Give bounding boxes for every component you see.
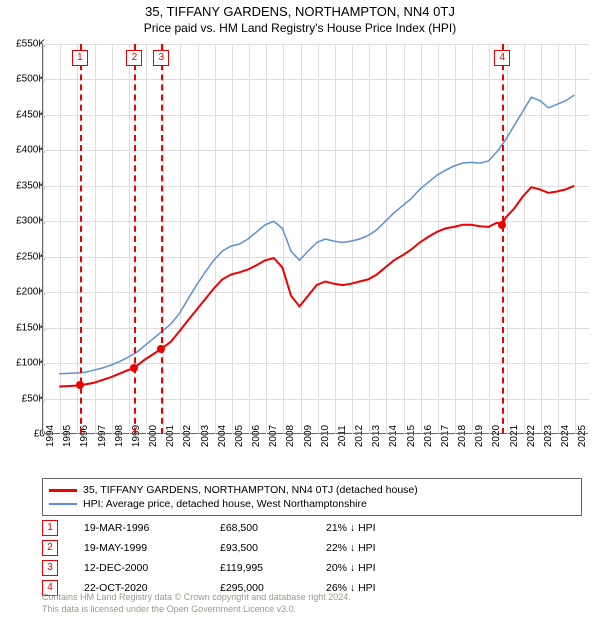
legend: 35, TIFFANY GARDENS, NORTHAMPTON, NN4 0T… (42, 478, 582, 516)
chart-container: 35, TIFFANY GARDENS, NORTHAMPTON, NN4 0T… (0, 0, 600, 620)
sale-point-dot (76, 381, 84, 389)
marker-badge: 4 (494, 50, 510, 66)
marker-line (502, 44, 505, 434)
sale-point-dot (130, 364, 138, 372)
sales-row-price: £68,500 (220, 522, 310, 534)
y-tick-label: £550K (16, 39, 45, 50)
y-tick-label: £350K (16, 180, 45, 191)
y-tick-label: £500K (16, 74, 45, 85)
sales-row-badge: 1 (42, 520, 58, 536)
marker-line (80, 44, 83, 434)
marker-line (161, 44, 164, 434)
sales-row: 2 19-MAY-1999 £93,500 22% ↓ HPI (42, 538, 582, 558)
legend-swatch-hpi (49, 503, 77, 505)
sales-row-date: 19-MAY-1999 (84, 542, 204, 554)
sales-row-pct: 22% ↓ HPI (326, 542, 436, 554)
y-tick-label: £100K (16, 358, 45, 369)
footer-line2: This data is licensed under the Open Gov… (42, 604, 351, 616)
plot-area: 1 23 4 (42, 44, 588, 434)
sales-row-badge: 2 (42, 540, 58, 556)
sales-row: 3 12-DEC-2000 £119,995 20% ↓ HPI (42, 558, 582, 578)
footer-line1: Contains HM Land Registry data © Crown c… (42, 592, 351, 604)
y-tick-label: £150K (16, 322, 45, 333)
marker-badge: 2 (126, 50, 142, 66)
marker-badge: 3 (153, 50, 169, 66)
legend-label-hpi: HPI: Average price, detached house, West… (83, 498, 367, 510)
footer-attribution: Contains HM Land Registry data © Crown c… (42, 592, 351, 615)
sale-point-dot (498, 221, 506, 229)
sale-point-dot (157, 345, 165, 353)
sales-row: 1 19-MAR-1996 £68,500 21% ↓ HPI (42, 518, 582, 538)
y-tick-label: £400K (16, 145, 45, 156)
legend-label-property: 35, TIFFANY GARDENS, NORTHAMPTON, NN4 0T… (83, 484, 418, 496)
chart-subtitle: Price paid vs. HM Land Registry's House … (0, 19, 600, 39)
marker-line (134, 44, 137, 434)
legend-item-hpi: HPI: Average price, detached house, West… (49, 497, 575, 511)
sales-row-price: £119,995 (220, 562, 310, 574)
sales-row-price: £93,500 (220, 542, 310, 554)
sales-row-pct: 20% ↓ HPI (326, 562, 436, 574)
y-tick-label: £450K (16, 109, 45, 120)
sales-row-date: 12-DEC-2000 (84, 562, 204, 574)
y-tick-label: £200K (16, 287, 45, 298)
marker-badge: 1 (72, 50, 88, 66)
y-tick-label: £250K (16, 251, 45, 262)
sales-row-pct: 21% ↓ HPI (326, 522, 436, 534)
y-tick-label: £300K (16, 216, 45, 227)
chart-title: 35, TIFFANY GARDENS, NORTHAMPTON, NN4 0T… (0, 0, 600, 19)
legend-swatch-property (49, 489, 77, 492)
line-series-svg (42, 44, 588, 434)
sales-row-date: 19-MAR-1996 (84, 522, 204, 534)
sales-row-badge: 3 (42, 560, 58, 576)
legend-item-property: 35, TIFFANY GARDENS, NORTHAMPTON, NN4 0T… (49, 483, 575, 497)
sales-table: 1 19-MAR-1996 £68,500 21% ↓ HPI 2 19-MAY-1999… (42, 518, 582, 598)
